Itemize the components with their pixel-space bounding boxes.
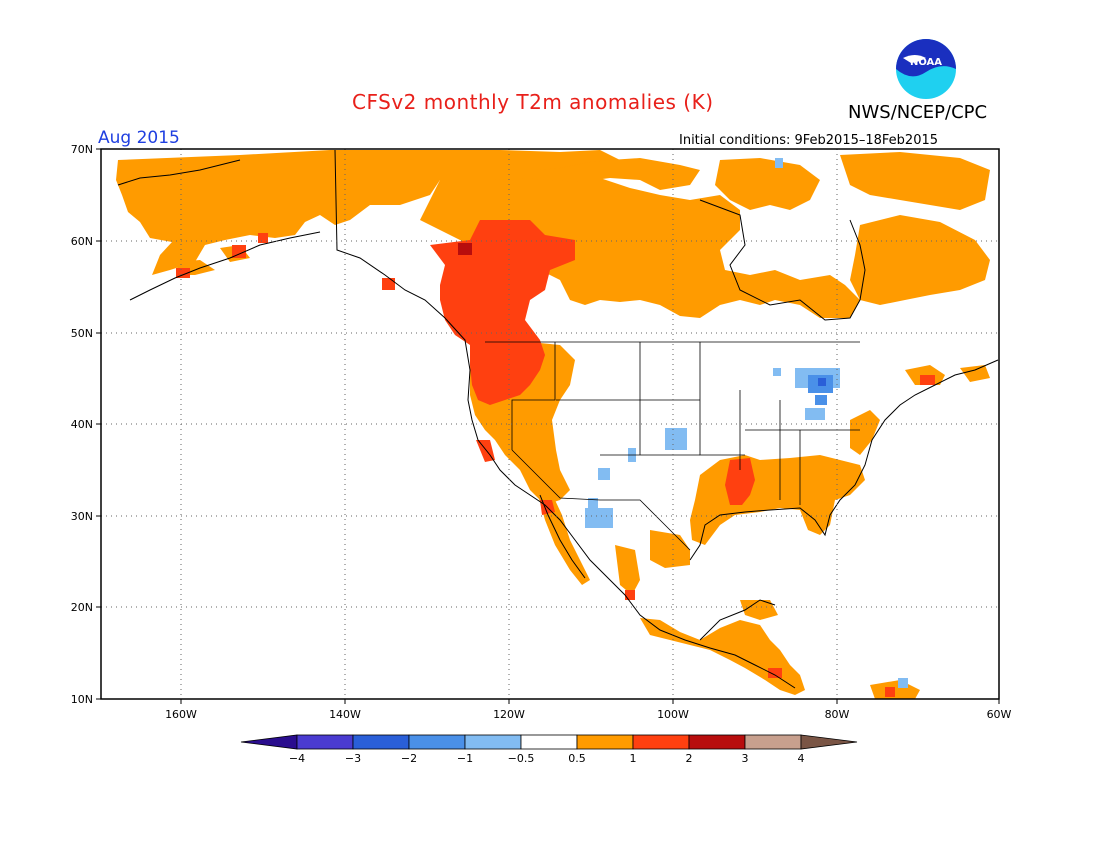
colorbar-arrow-high — [800, 734, 858, 750]
colorbar-swatch — [520, 734, 578, 750]
graticule — [101, 149, 999, 699]
axis-ticks — [96, 148, 1000, 704]
colorbar-swatch — [632, 734, 690, 750]
colorbar-label: 0.5 — [568, 752, 586, 765]
lat-label: 70N — [71, 143, 93, 156]
initial-conditions-label: Initial conditions: 9Feb2015–18Feb2015 — [679, 133, 939, 148]
valid-month-label: Aug 2015 — [98, 128, 180, 148]
lon-label: 120W — [493, 708, 525, 721]
colorbar: −4 −3 −2 −1 −0.5 0.5 1 2 3 4 — [240, 734, 858, 765]
logo-text: NOAA — [910, 57, 942, 68]
colorbar-swatch — [744, 734, 802, 750]
lon-label: 100W — [657, 708, 689, 721]
noaa-logo-icon: NOAA — [896, 39, 956, 99]
lat-label: 60N — [71, 235, 93, 248]
anomaly-warm-2-3 — [458, 243, 472, 255]
coastlines — [117, 149, 999, 689]
colorbar-label: −0.5 — [508, 752, 535, 765]
lat-label: 20N — [71, 601, 93, 614]
colorbar-label: −3 — [345, 752, 361, 765]
lon-label: 60W — [987, 708, 1012, 721]
colorbar-swatch — [576, 734, 634, 750]
agency-label: NWS/NCEP/CPC — [848, 102, 988, 123]
lon-label: 160W — [165, 708, 197, 721]
colorbar-label: −2 — [401, 752, 417, 765]
lat-label: 10N — [71, 693, 93, 706]
colorbar-arrow-low — [240, 734, 298, 750]
colorbar-swatch — [408, 734, 466, 750]
lat-label: 50N — [71, 327, 93, 340]
colorbar-swatch — [464, 734, 522, 750]
colorbar-label: −4 — [289, 752, 305, 765]
lon-label: 140W — [329, 708, 361, 721]
lat-label: 30N — [71, 510, 93, 523]
map-title: CFSv2 monthly T2m anomalies (K) — [352, 90, 714, 114]
lon-label: 80W — [825, 708, 850, 721]
colorbar-label: 3 — [742, 752, 749, 765]
colorbar-label: 4 — [798, 752, 805, 765]
colorbar-swatch — [296, 734, 354, 750]
political-borders — [485, 341, 860, 551]
colorbar-swatch — [352, 734, 410, 750]
longitude-labels: 160W 140W 120W 100W 80W 60W — [165, 708, 1011, 721]
colorbar-label: 1 — [630, 752, 637, 765]
anomaly-warm-05-1 — [116, 150, 990, 699]
colorbar-swatch — [688, 734, 746, 750]
lat-label: 40N — [71, 418, 93, 431]
anomaly-field — [116, 150, 990, 699]
colorbar-label: 2 — [686, 752, 693, 765]
colorbar-label: −1 — [457, 752, 473, 765]
anomaly-cool-2-3 — [818, 378, 826, 386]
latitude-labels: 70N 60N 50N 40N 30N 20N 10N — [71, 143, 93, 706]
